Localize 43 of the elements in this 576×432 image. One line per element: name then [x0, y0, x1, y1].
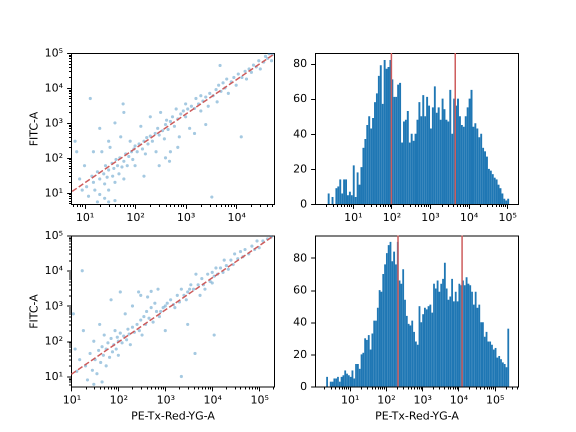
x-tick-label: 10¹ — [344, 210, 363, 224]
y-tick-label: 10³ — [44, 116, 64, 130]
x-tick-label: 10⁴ — [227, 210, 246, 224]
x-tick-label: 10¹ — [76, 210, 94, 224]
y-tick-label: 60 — [293, 284, 308, 297]
x-tick-label: 10⁴ — [204, 393, 223, 406]
x-tick-label: 10⁵ — [498, 210, 517, 224]
x-tick-label: 10² — [110, 393, 128, 406]
y-tick-label: 0 — [300, 198, 308, 210]
x-tick-label: 10⁵ — [250, 393, 269, 406]
y-tick-label: 10¹ — [44, 186, 64, 200]
y-tick-label: 20 — [293, 348, 308, 361]
x-tick-label: 10³ — [156, 393, 175, 406]
y-axis-title: FITC-A — [28, 111, 41, 146]
y-tick-label: 10³ — [44, 299, 64, 312]
x-axis-title: PE-Tx-Red-YG-A — [375, 409, 460, 422]
y-tick-label: 40 — [293, 127, 308, 140]
y-tick-label: 10⁴ — [44, 264, 64, 278]
y-tick-label: 10⁵ — [44, 229, 64, 242]
y-tick-label: 10⁴ — [44, 81, 64, 94]
x-tick-label: 10⁵ — [486, 393, 504, 406]
x-tick-label: 10² — [382, 210, 402, 224]
x-tick-label: 10¹ — [62, 393, 82, 406]
y-tick-label: 10⁵ — [44, 46, 64, 60]
y-tick-label: 10² — [44, 151, 64, 164]
x-tick-label: 10³ — [414, 393, 432, 406]
y-tick-label: 0 — [300, 380, 308, 393]
x-tick-label: 10⁴ — [450, 393, 469, 406]
x-tick-label: 10² — [126, 210, 145, 224]
y-tick-label: 10¹ — [44, 370, 64, 383]
y-tick-label: 60 — [293, 92, 308, 106]
x-tick-label: 10² — [377, 393, 396, 406]
y-tick-label: 80 — [293, 251, 308, 264]
y-axis-title: FITC-A — [28, 294, 41, 329]
y-tick-label: 80 — [293, 57, 308, 70]
y-tick-label: 40 — [293, 316, 308, 329]
y-tick-label: 20 — [293, 162, 308, 176]
x-tick-label: 10³ — [176, 210, 196, 224]
x-axis-title: PE-Tx-Red-YG-A — [131, 409, 216, 422]
x-tick-label: 10⁴ — [460, 210, 479, 224]
x-tick-label: 10¹ — [341, 393, 360, 406]
x-tick-label: 10³ — [421, 210, 440, 224]
y-tick-label: 10² — [44, 334, 64, 348]
